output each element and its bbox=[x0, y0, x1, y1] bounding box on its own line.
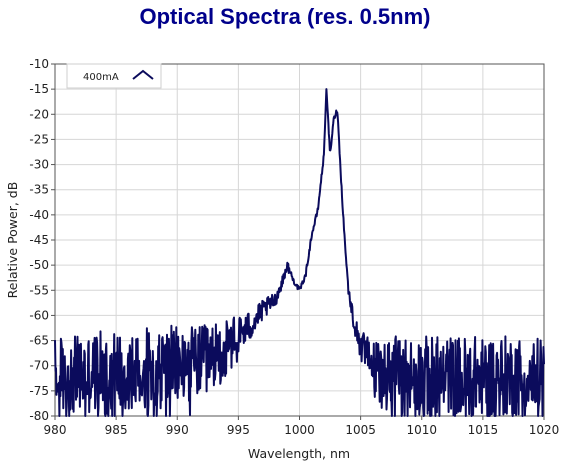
y-tick-label: -75 bbox=[29, 384, 49, 398]
legend-label-400mA: 400mA bbox=[83, 72, 119, 83]
x-tick-label: 1020 bbox=[529, 423, 560, 437]
x-tick-label: 980 bbox=[44, 423, 67, 437]
y-tick-label: -30 bbox=[29, 158, 49, 172]
y-axis-ticks: -10 -15 -20 -25 -30 -35 -40 -45 -50 -55 -60 -65 -70 -… bbox=[29, 57, 55, 423]
y-tick-label: -65 bbox=[29, 334, 49, 348]
x-tick-label: 1000 bbox=[284, 423, 315, 437]
y-tick-label: -25 bbox=[29, 132, 49, 146]
x-tick-label: 995 bbox=[227, 423, 250, 437]
y-tick-label: -40 bbox=[29, 208, 49, 222]
chart-title: Optical Spectra (res. 0.5nm) bbox=[139, 4, 431, 29]
x-tick-label: 990 bbox=[166, 423, 189, 437]
y-tick-label: -10 bbox=[29, 57, 49, 71]
x-tick-label: 1015 bbox=[468, 423, 499, 437]
y-tick-label: -15 bbox=[29, 82, 49, 96]
x-tick-label: 985 bbox=[105, 423, 128, 437]
y-tick-label: -55 bbox=[29, 283, 49, 297]
x-axis-ticks: 980 985 990 995 1000 1005 1010 1015 1020 bbox=[44, 416, 560, 437]
y-tick-label: -60 bbox=[29, 308, 49, 322]
legend-box bbox=[66, 63, 162, 89]
x-axis-label: Wavelength, nm bbox=[248, 446, 350, 461]
x-tick-label: 1005 bbox=[345, 423, 376, 437]
legend: 400mA bbox=[66, 63, 162, 89]
legend-swatch-icon bbox=[132, 69, 154, 80]
series-line-400mA bbox=[54, 88, 545, 417]
y-tick-label: -35 bbox=[29, 183, 49, 197]
y-tick-label: -50 bbox=[29, 258, 49, 272]
y-tick-label: -45 bbox=[29, 233, 49, 247]
y-axis-label: Relative Power, dB bbox=[5, 182, 20, 299]
y-tick-label: -70 bbox=[29, 359, 49, 373]
x-tick-label: 1010 bbox=[406, 423, 437, 437]
y-tick-label: -80 bbox=[29, 409, 49, 423]
y-tick-label: -20 bbox=[29, 107, 49, 121]
